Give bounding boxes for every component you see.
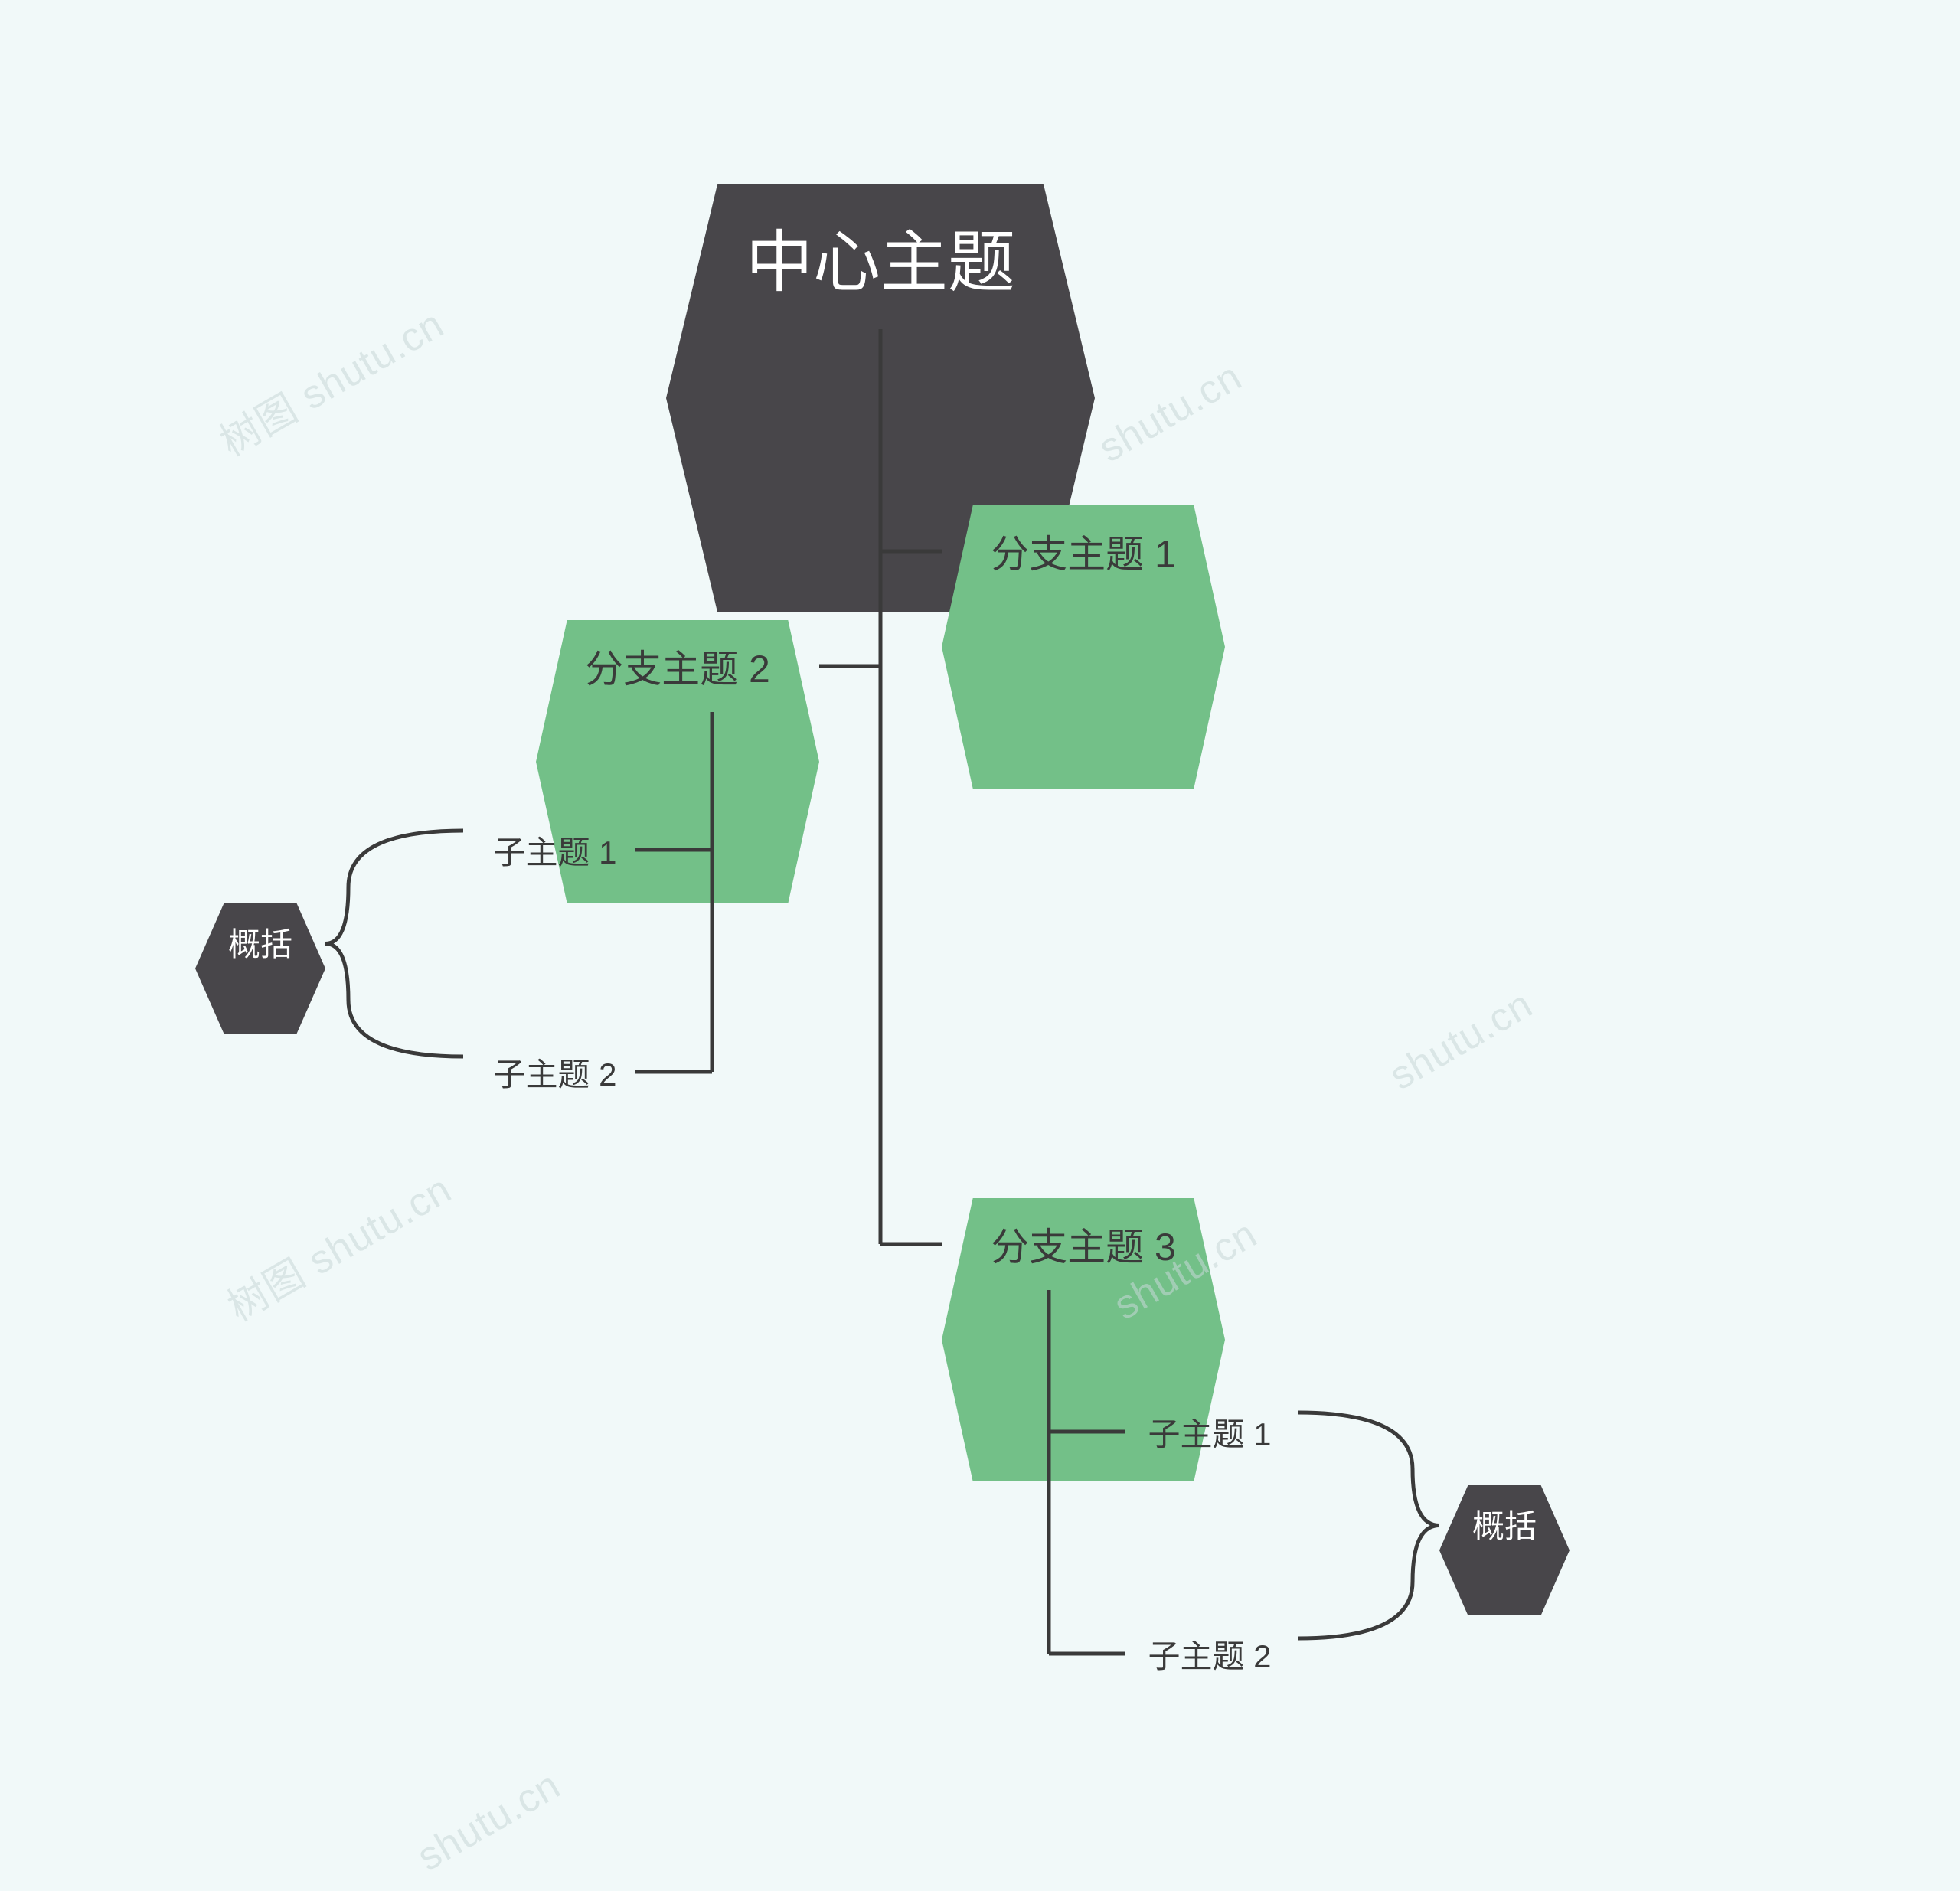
- leaf-label: 子主题 2: [493, 1049, 616, 1096]
- branch-node-1[interactable]: 分支主题 1: [942, 505, 1225, 597]
- mindmap-canvas: 中心主题 分支主题 1 分支主题 2 分支主题 3 子主题 1 子主题 2 子主…: [0, 0, 1960, 1891]
- connector: [635, 712, 712, 1072]
- branch-label: 分支主题 2: [585, 638, 770, 694]
- leaf-node-b3-1[interactable]: 子主题 1: [1129, 1409, 1290, 1455]
- leaf-node-b2-2[interactable]: 子主题 2: [475, 1049, 635, 1095]
- leaf-node-b2-1[interactable]: 子主题 1: [475, 827, 635, 873]
- center-node[interactable]: 中心主题: [666, 184, 1095, 329]
- branch-label: 分支主题 3: [991, 1217, 1176, 1272]
- branch-label: 分支主题 1: [991, 524, 1176, 579]
- branch-node-3[interactable]: 分支主题 3: [942, 1198, 1225, 1290]
- center-label: 中心主题: [746, 208, 1015, 305]
- leaf-node-b3-2[interactable]: 子主题 2: [1129, 1631, 1290, 1677]
- summary-node-right[interactable]: 概括: [1439, 1485, 1570, 1562]
- summary-bracket: [1298, 1413, 1439, 1638]
- leaf-label: 子主题 1: [493, 827, 616, 874]
- summary-label: 概括: [1472, 1501, 1537, 1547]
- summary-label: 概括: [228, 919, 292, 965]
- leaf-label: 子主题 2: [1148, 1631, 1271, 1677]
- connector: [1049, 1290, 1125, 1654]
- summary-bracket: [325, 831, 463, 1057]
- branch-node-2[interactable]: 分支主题 2: [536, 620, 819, 712]
- leaf-label: 子主题 1: [1148, 1409, 1271, 1455]
- summary-node-left[interactable]: 概括: [195, 903, 325, 980]
